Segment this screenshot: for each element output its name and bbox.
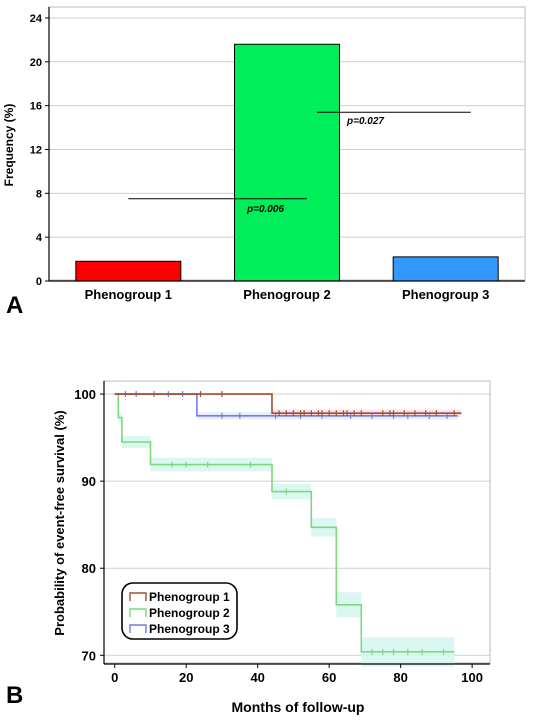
x-tick-label: 100 <box>461 670 483 685</box>
panel-b-survival-curves <box>114 391 462 655</box>
y-tick-label: 12 <box>30 144 42 156</box>
panel-b-x-axis-label: Months of follow-up <box>232 699 365 715</box>
panel-a-y-axis-label: Frequency (%) <box>2 104 16 187</box>
x-tick-label: Phenogroup 2 <box>243 287 330 302</box>
confidence-band-phenogroup-2 <box>114 393 455 667</box>
legend-swatch-phenogroup-3 <box>129 624 147 633</box>
x-tick-label: Phenogroup 3 <box>402 287 489 302</box>
y-tick-label: 90 <box>82 474 96 489</box>
x-tick-label: Phenogroup 1 <box>85 287 172 302</box>
legend-entry-label: Phenogroup 3 <box>149 622 230 636</box>
panel-a-x-ticks: Phenogroup 1 Phenogroup 2 Phenogroup 3 <box>85 287 490 302</box>
panel-b-legend: Phenogroup 1 Phenogroup 2 Phenogroup 3 <box>121 582 238 640</box>
survival-curve-phenogroup-2 <box>114 393 455 653</box>
bar-phenogroup-3 <box>392 256 499 282</box>
x-tick-label: 40 <box>250 670 264 685</box>
x-tick-label: 60 <box>322 670 336 685</box>
x-tick-label: 20 <box>179 670 193 685</box>
confidence-band-phenogroup-1 <box>114 392 462 417</box>
y-tick-label: 100 <box>74 387 96 402</box>
y-tick-label: 4 <box>36 232 43 244</box>
y-tick-label: 70 <box>82 648 96 663</box>
p-value-label: p=0.027 <box>346 116 384 127</box>
y-tick-label: 8 <box>36 188 42 200</box>
panel-a-y-ticks: 0 4 8 12 16 20 24 <box>30 13 49 288</box>
x-tick-label: 0 <box>111 670 118 685</box>
y-tick-label: 0 <box>36 276 42 288</box>
panel-b-x-ticks: 0 20 40 60 80 100 <box>111 664 483 685</box>
bar-phenogroup-1 <box>75 260 182 282</box>
legend-box <box>121 582 238 640</box>
legend-entry-label: Phenogroup 2 <box>149 606 230 620</box>
bar-phenogroup-2 <box>234 43 340 282</box>
legend-swatch-phenogroup-2 <box>129 608 147 617</box>
panel-a-significance: p=0.006 p=0.027 <box>128 111 471 215</box>
panel-b-y-ticks: 70 80 90 100 <box>74 387 104 663</box>
y-tick-label: 16 <box>30 101 42 113</box>
legend-swatch-phenogroup-1 <box>129 592 147 601</box>
panel-b-label: B <box>6 682 23 709</box>
panel-b-y-axis-label: Probability of event-free survival (%) <box>52 410 67 635</box>
p-value-label: p=0.006 <box>246 204 284 215</box>
y-tick-label: 24 <box>30 13 43 25</box>
panel-b-survival-chart: 70 80 90 100 0 20 40 60 80 100 Probability of ev… <box>6 380 491 715</box>
x-tick-label: 80 <box>393 670 407 685</box>
y-tick-label: 80 <box>82 561 96 576</box>
y-tick-label: 20 <box>30 57 42 69</box>
survival-curve-phenogroup-1 <box>114 393 462 414</box>
legend-entry-label: Phenogroup 1 <box>149 590 230 604</box>
panel-a-label: A <box>6 292 23 319</box>
